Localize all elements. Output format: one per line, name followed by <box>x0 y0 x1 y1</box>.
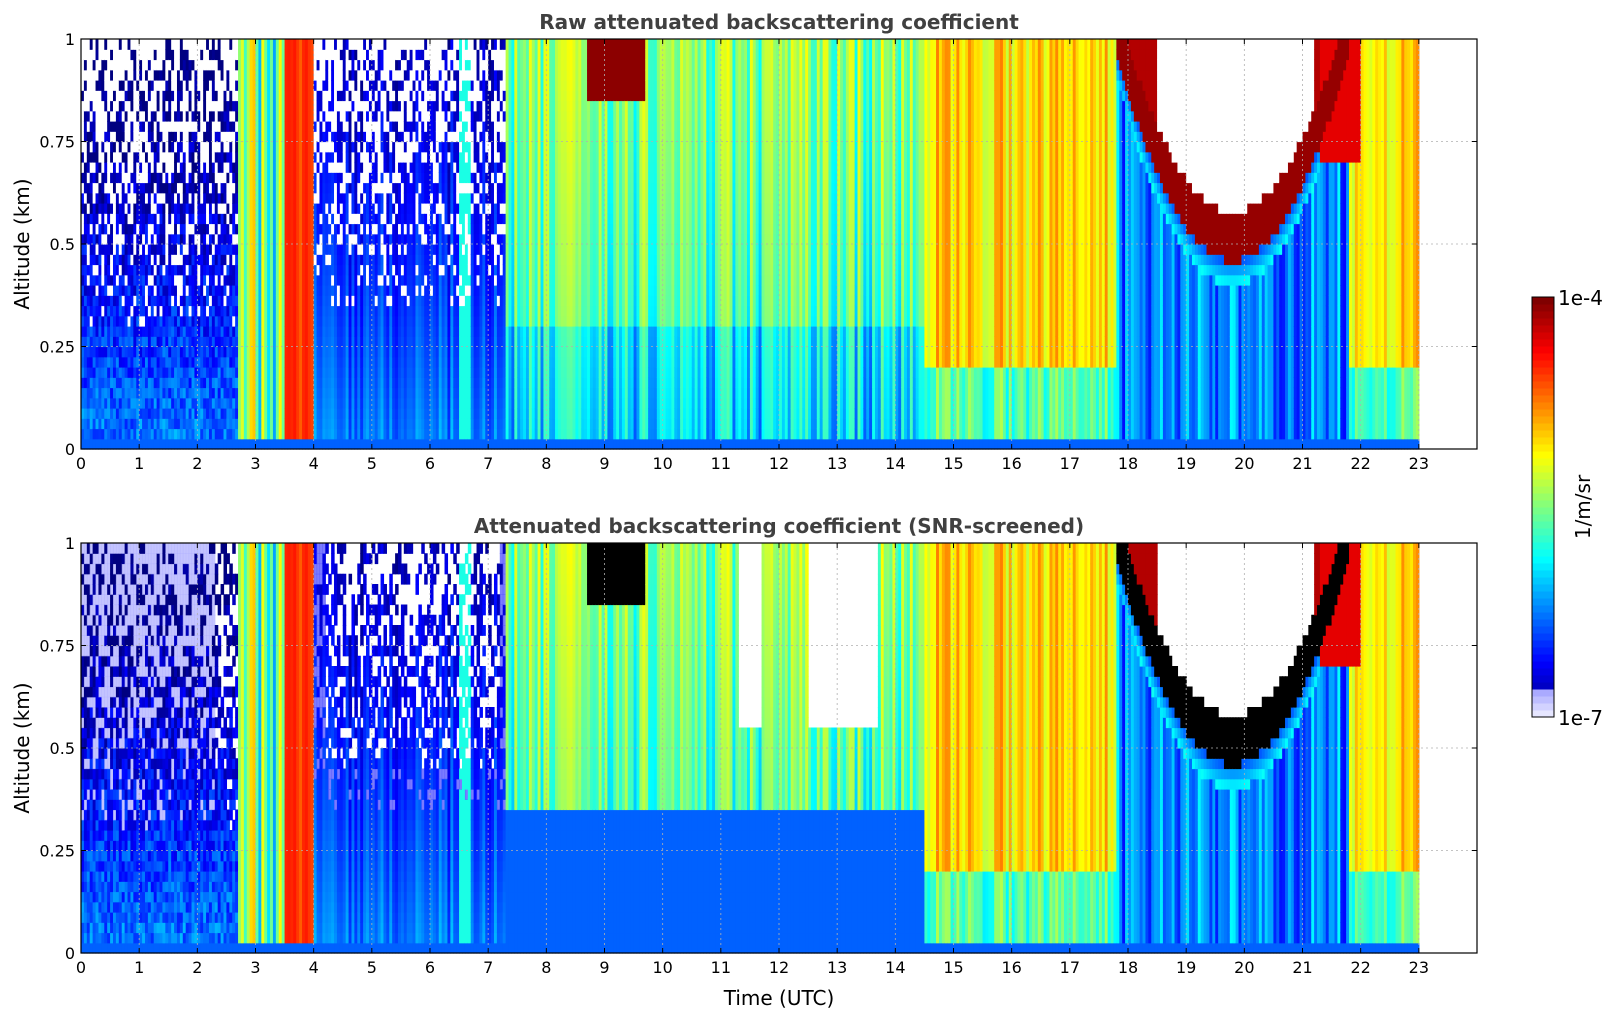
panel-raw: 0 1 2 3 4 5 6 7 8 9 10 11 12 13 14 15 16 17 18 19 20 21 22 2300… <box>10 10 1477 473</box>
figure: 0 1 2 3 4 5 6 7 8 9 10 11 12 13 14 15 16 17 18 19 20 21 22 2300… <box>0 0 1621 1020</box>
